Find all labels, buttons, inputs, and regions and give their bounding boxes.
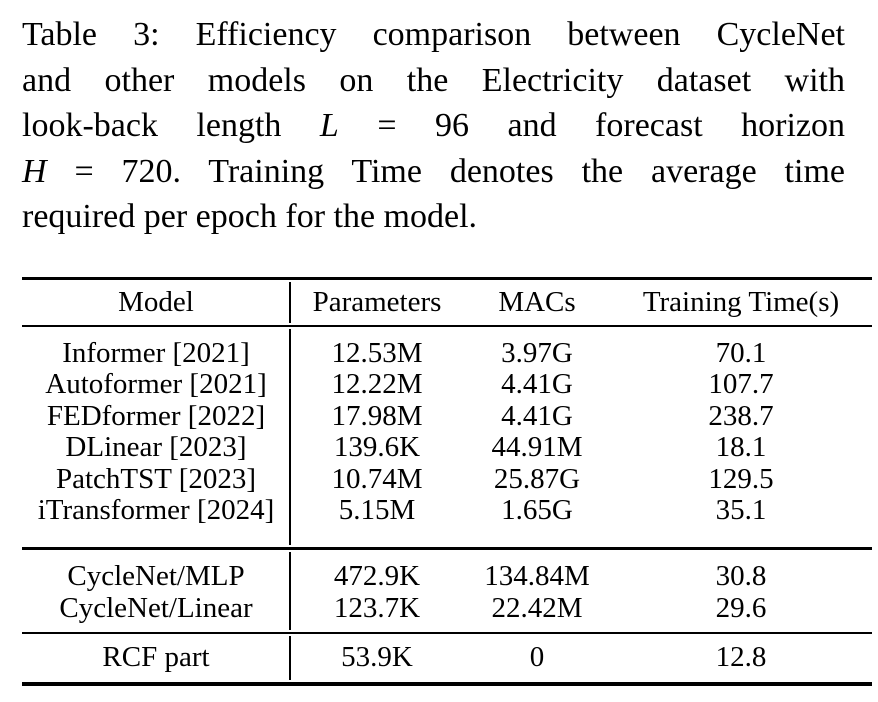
cell-parameters: 5.15M — [338, 494, 416, 527]
cell-model: CycleNet/MLP — [67, 560, 245, 593]
table-row: DLinear [2023] 139.6K 44.91M 18.1 — [22, 432, 872, 464]
header-cell-macs: MACs — [498, 285, 576, 318]
cell-parameters: 17.98M — [331, 399, 423, 432]
table-row: CycleNet/Linear 123.7K 22.42M 29.6 — [22, 591, 872, 625]
cell-training-time: 35.1 — [715, 494, 767, 527]
caption-text: look-back length — [22, 107, 320, 144]
cell-macs: 44.91M — [491, 431, 583, 464]
column-separator-line — [289, 552, 291, 631]
column-separator-line — [289, 328, 291, 546]
cell-parameters: 12.22M — [331, 368, 423, 401]
math-symbol-L: L — [319, 107, 339, 144]
table-row: Informer [2021] 12.53M 3.97G 70.1 — [22, 336, 872, 370]
cell-macs: 134.84M — [484, 560, 590, 593]
column-separator-line — [289, 281, 291, 323]
paper-page: Table 3: Efficiency comparison between C… — [22, 12, 872, 686]
cell-training-time: 29.6 — [715, 591, 767, 624]
table-header-section: Model Parameters MACs Training Time(s) — [22, 280, 872, 325]
table-caption: Table 3: Efficiency comparison between C… — [22, 12, 845, 240]
cell-training-time: 12.8 — [715, 641, 767, 674]
section-rule — [22, 632, 872, 635]
cell-training-time: 70.1 — [715, 336, 767, 369]
column-separator-line — [289, 636, 291, 680]
caption-text: Table 3: Efficiency comparison between C… — [22, 16, 845, 53]
cell-parameters: 139.6K — [333, 431, 421, 464]
cell-macs: 22.42M — [491, 591, 583, 624]
header-rule — [22, 324, 872, 327]
cell-training-time: 238.7 — [708, 399, 774, 432]
header-cell-parameters: Parameters — [312, 285, 442, 318]
cell-macs: 1.65G — [501, 494, 573, 527]
caption-text: required per epoch for the model. — [22, 198, 478, 235]
bottom-rule — [22, 681, 872, 686]
table-row: iTransformer [2024] 5.15M 1.65G 35.1 — [22, 495, 872, 527]
caption-line: look-back length L = 96 and forecast hor… — [22, 103, 845, 149]
cell-parameters: 123.7K — [333, 591, 421, 624]
cell-model: RCF part — [102, 641, 210, 674]
caption-text: = 720. Training Time denotes the average… — [46, 152, 845, 190]
cell-macs: 4.41G — [501, 399, 573, 432]
efficiency-table: Model Parameters MACs Training Time(s) I… — [22, 276, 872, 686]
cell-model: DLinear [2023] — [65, 431, 247, 464]
cell-macs: 0 — [529, 641, 545, 674]
cell-training-time: 129.5 — [708, 462, 774, 495]
table-row: Autoformer [2021] 12.22M 4.41G 107.7 — [22, 368, 872, 401]
header-cell-training-time: Training Time(s) — [642, 285, 840, 318]
table-row: CycleNet/MLP 472.9K 134.84M 30.8 — [22, 560, 872, 593]
table-row: PatchTST [2023] 10.74M 25.87G 129.5 — [22, 462, 872, 496]
baseline-models-section: Informer [2021] 12.53M 3.97G 70.1 Autofo… — [22, 327, 872, 548]
table-row: FEDformer [2022] 17.98M 4.41G 238.7 — [22, 399, 872, 433]
cell-training-time: 107.7 — [708, 368, 774, 401]
math-symbol-H: H — [22, 152, 47, 190]
section-rule — [22, 547, 872, 551]
cell-parameters: 53.9K — [341, 641, 413, 674]
cell-model: PatchTST [2023] — [55, 462, 257, 495]
caption-line: Table 3: Efficiency comparison between C… — [22, 12, 845, 58]
cell-training-time: 30.8 — [715, 560, 767, 593]
caption-text: = 96 and forecast horizon — [338, 107, 845, 144]
caption-line: H = 720. Training Time denotes the avera… — [22, 149, 845, 195]
caption-line: required per epoch for the model. — [22, 194, 845, 240]
table-row: RCF part 53.9K 0 12.8 — [22, 642, 872, 674]
cell-macs: 4.41G — [501, 368, 573, 401]
cell-training-time: 18.1 — [715, 431, 767, 464]
header-cell-model: Model — [118, 285, 194, 318]
cell-model: CycleNet/Linear — [59, 591, 253, 624]
cell-parameters: 12.53M — [331, 336, 423, 369]
cell-parameters: 10.74M — [331, 462, 423, 495]
top-rule — [22, 276, 872, 280]
cyclenet-models-section: CycleNet/MLP 472.9K 134.84M 30.8 CycleNe… — [22, 550, 872, 632]
caption-text: and other models on the Electricity data… — [22, 61, 845, 99]
cell-model: FEDformer [2022] — [46, 399, 266, 432]
table-header-row: Model Parameters MACs Training Time(s) — [22, 280, 872, 325]
cell-macs: 25.87G — [493, 462, 581, 495]
rcf-section: RCF part 53.9K 0 12.8 — [22, 634, 872, 682]
cell-parameters: 472.9K — [333, 560, 421, 593]
cell-model: Informer [2021] — [62, 336, 250, 369]
caption-line: and other models on the Electricity data… — [22, 58, 845, 104]
cell-model: Autoformer [2021] — [45, 368, 267, 401]
cell-model: iTransformer [2024] — [37, 494, 275, 527]
cell-macs: 3.97G — [501, 336, 573, 369]
